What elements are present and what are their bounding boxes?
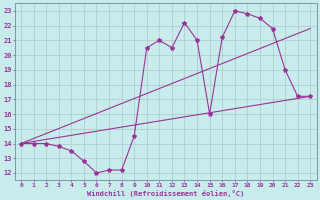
X-axis label: Windchill (Refroidissement éolien,°C): Windchill (Refroidissement éolien,°C): [87, 190, 244, 197]
